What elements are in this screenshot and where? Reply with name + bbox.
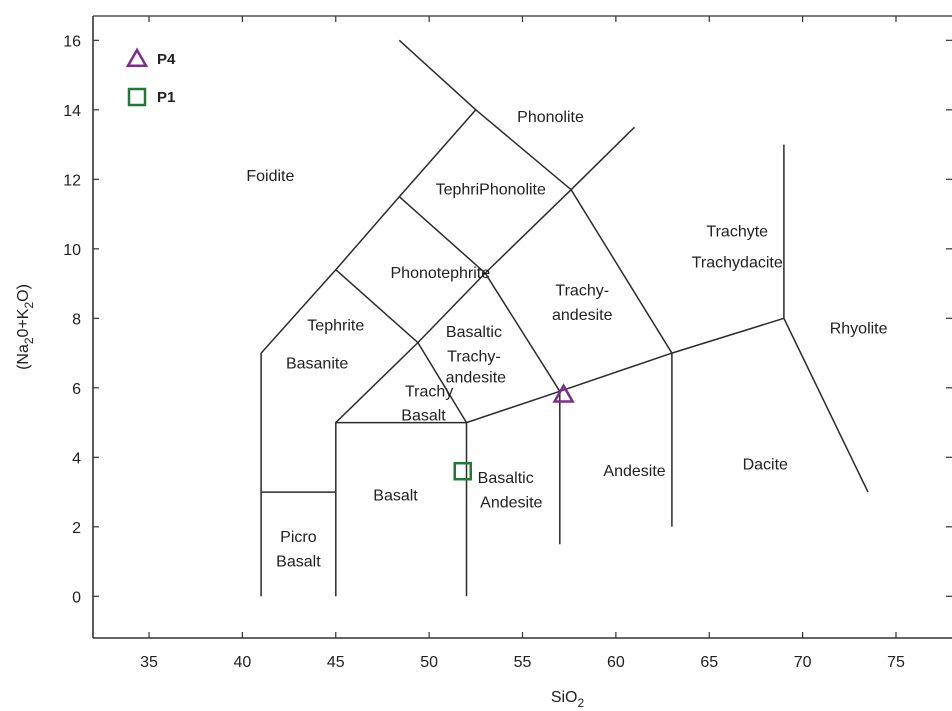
legend: P4 P1 [125, 47, 176, 107]
field-label: Andesite [480, 494, 542, 511]
field-label: Basaltic [478, 470, 534, 487]
x-tick-label: 65 [700, 654, 718, 671]
field-label: Basalt [373, 488, 418, 505]
x-tick-label: 55 [514, 654, 532, 671]
field-label: Trachy- [555, 283, 609, 300]
y-tick-label: 8 [72, 311, 81, 328]
field-label: Picro [280, 529, 317, 546]
field-label: TephriPhonolite [436, 182, 546, 199]
field-boundaries [260, 39, 869, 597]
field-labels: Foidite Phonolite TephriPhonolite Phonoteph… [246, 109, 887, 571]
field-label: Rhyolite [830, 321, 888, 338]
x-tick-label: 50 [420, 654, 438, 671]
x-axis-label-sub: 2 [577, 696, 584, 710]
field-label: andesite [446, 369, 507, 386]
x-tick-label: 60 [607, 654, 625, 671]
field-label: Dacite [743, 456, 788, 473]
field-label: Trachydacite [692, 255, 783, 272]
x-tick-label: 75 [887, 654, 905, 671]
field-label: Phonolite [517, 109, 584, 126]
field-label: Basalt [401, 408, 446, 425]
field-label: Trachyte [706, 223, 768, 240]
y-tick-label: 16 [63, 33, 81, 50]
y-axis-label: (Na20+K2O) [15, 284, 36, 370]
y-axis-label-part: 2 [22, 302, 36, 309]
y-tick-label: 4 [72, 450, 81, 467]
data-points [453, 383, 575, 481]
field-label: Phonotephrite [391, 265, 491, 282]
field-label: Tephrite [307, 317, 364, 334]
field-label: Trachy- [447, 349, 501, 366]
y-axis-label-part: (Na [15, 344, 32, 370]
field-label: Trachy [405, 383, 453, 400]
x-tick-label: 40 [233, 654, 251, 671]
x-axis-label: SiO2 [551, 689, 585, 710]
field-label: Foidite [246, 168, 294, 185]
data-point-p1 [453, 461, 472, 481]
data-point-p4 [552, 383, 575, 403]
y-tick-label: 0 [72, 589, 81, 606]
x-axis-label-base: SiO [551, 689, 578, 706]
field-label: Basaltic [446, 324, 502, 341]
y-tick-label: 10 [63, 242, 81, 259]
field-boundary-line [335, 126, 636, 597]
field-label: andesite [552, 307, 613, 324]
field-boundary-line [475, 109, 673, 527]
field-label: Andesite [603, 463, 665, 480]
legend-marker-p1 [127, 87, 147, 107]
y-tick-label: 14 [63, 103, 81, 120]
y-axis-label-part: 0+K [15, 308, 32, 337]
y-axis-label-part: O) [15, 284, 32, 302]
legend-label-p4: P4 [157, 51, 176, 68]
legend-marker-p4 [125, 47, 149, 67]
axes: 35 40 45 50 55 60 65 70 75 0 2 4 6 8 10 12 14 16 [63, 15, 952, 671]
y-axis-label-part: 2 [22, 337, 36, 344]
x-tick-label: 45 [327, 654, 345, 671]
y-tick-label: 6 [72, 381, 81, 398]
field-boundary-line [335, 269, 468, 423]
y-tick-label: 2 [72, 520, 81, 537]
field-boundary-line [398, 196, 561, 392]
field-boundary-line [783, 144, 869, 493]
field-label: Basalt [276, 554, 321, 571]
y-tick-label: 12 [63, 172, 81, 189]
x-tick-label: 35 [140, 654, 158, 671]
field-boundary-line [260, 39, 477, 597]
x-tick-label: 70 [794, 654, 812, 671]
legend-label-p1: P1 [157, 89, 175, 106]
field-label: Basanite [286, 355, 348, 372]
